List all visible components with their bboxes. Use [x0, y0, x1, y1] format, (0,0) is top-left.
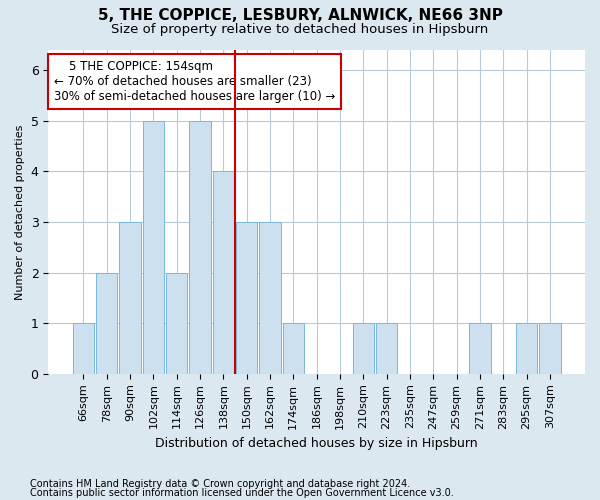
- Bar: [376, 323, 397, 374]
- Text: Contains HM Land Registry data © Crown copyright and database right 2024.: Contains HM Land Registry data © Crown c…: [30, 479, 410, 489]
- Bar: [212, 172, 234, 374]
- Bar: [283, 323, 304, 374]
- Y-axis label: Number of detached properties: Number of detached properties: [15, 124, 25, 300]
- Text: 5, THE COPPICE, LESBURY, ALNWICK, NE66 3NP: 5, THE COPPICE, LESBURY, ALNWICK, NE66 3…: [98, 8, 502, 22]
- Bar: [166, 272, 187, 374]
- Bar: [236, 222, 257, 374]
- Bar: [516, 323, 537, 374]
- Bar: [143, 121, 164, 374]
- Bar: [259, 222, 281, 374]
- Bar: [96, 272, 118, 374]
- Text: 5 THE COPPICE: 154sqm
← 70% of detached houses are smaller (23)
30% of semi-deta: 5 THE COPPICE: 154sqm ← 70% of detached …: [53, 60, 335, 102]
- Text: Size of property relative to detached houses in Hipsburn: Size of property relative to detached ho…: [112, 22, 488, 36]
- Bar: [189, 121, 211, 374]
- Bar: [469, 323, 491, 374]
- Text: Contains public sector information licensed under the Open Government Licence v3: Contains public sector information licen…: [30, 488, 454, 498]
- Bar: [539, 323, 560, 374]
- Bar: [73, 323, 94, 374]
- X-axis label: Distribution of detached houses by size in Hipsburn: Distribution of detached houses by size …: [155, 437, 478, 450]
- Bar: [119, 222, 141, 374]
- Bar: [353, 323, 374, 374]
